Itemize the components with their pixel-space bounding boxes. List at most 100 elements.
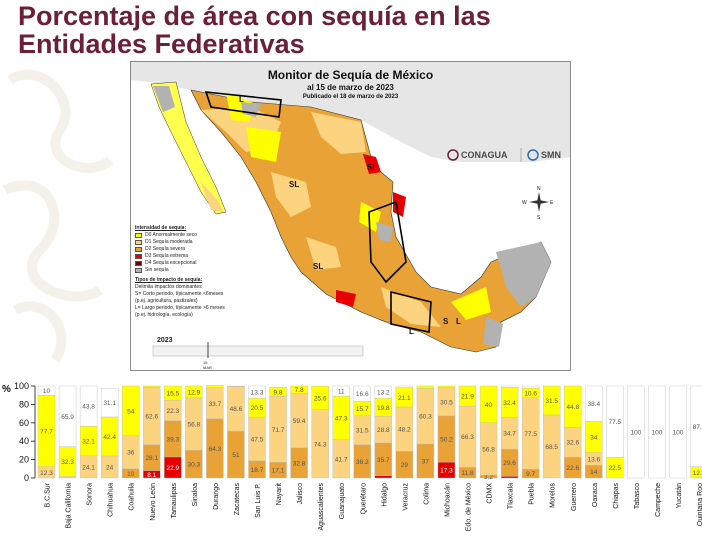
timeline-bar xyxy=(152,345,364,357)
data-label: 87.6 xyxy=(693,424,702,431)
data-label: 13.6 xyxy=(587,456,600,463)
x-tick-label: Oaxaca xyxy=(592,483,599,507)
legend-label: D0 Anormalmente seco xyxy=(145,232,197,238)
bar-segment-none xyxy=(332,385,350,397)
x-tick-label: Morelos xyxy=(550,483,557,508)
bar-segment-none xyxy=(669,385,687,479)
map-subtitle: al 15 de marzo de 2023 xyxy=(307,83,394,92)
bar-segment-none xyxy=(648,385,666,479)
data-label: 18.7 xyxy=(251,467,264,474)
data-label: 47.5 xyxy=(251,436,264,443)
x-tick-label: Puebla xyxy=(529,483,536,505)
legend-item: D1 Sequía moderada xyxy=(135,239,255,246)
data-label: 16.6 xyxy=(356,391,369,398)
bar-segment-d0 xyxy=(269,387,287,397)
data-label: 47.3 xyxy=(335,415,348,422)
x-tick-label: Veracruz xyxy=(402,483,409,511)
data-label: 42.4 xyxy=(103,434,116,441)
data-label: 56.8 xyxy=(482,446,495,453)
legend-swatch xyxy=(135,247,142,252)
data-label: 60.3 xyxy=(419,414,432,421)
legend-item: D0 Anormalmente seco xyxy=(135,232,255,239)
x-tick-label: Nayarit xyxy=(276,483,283,505)
bar-segment-d0 xyxy=(543,385,561,416)
legend-intensity-title: Intensidad de sequía: xyxy=(135,225,187,231)
bar-segment-d0 xyxy=(479,385,498,423)
data-label: 24.1 xyxy=(82,464,95,471)
data-label: 48.6 xyxy=(230,406,243,413)
y-tick-label: 80 xyxy=(19,399,29,409)
region-label: L xyxy=(239,95,244,104)
data-label: 34 xyxy=(590,434,598,441)
x-tick-label: Hidalgo xyxy=(381,483,388,507)
data-label: 100 xyxy=(673,430,684,437)
data-label: 34.7 xyxy=(503,431,516,438)
y-axis-label: % xyxy=(2,384,11,395)
data-label: 29 xyxy=(401,462,409,469)
data-label: 36.2 xyxy=(356,459,369,466)
legend-item: D2 Sequía severa xyxy=(135,246,255,253)
data-label: 9.7 xyxy=(526,471,535,478)
region-label: SL xyxy=(313,262,323,271)
data-label: 32.4 xyxy=(503,400,516,407)
data-label: 77.7 xyxy=(40,428,53,435)
bar-segment-none xyxy=(521,385,540,389)
legend-impact-title: Tipos de impacto de sequía: xyxy=(135,277,203,283)
x-tick-label: Durango xyxy=(213,483,220,510)
x-tick-label: Tlaxcala xyxy=(508,483,515,509)
data-label: 8.1 xyxy=(147,472,156,479)
data-label: 20.5 xyxy=(251,405,264,412)
data-label: 12.4 xyxy=(693,470,702,477)
bar-segment-d0 xyxy=(143,385,161,388)
data-label: 50.2 xyxy=(440,436,453,443)
timeline-date: 15 MAR xyxy=(203,360,212,370)
data-label: 36 xyxy=(127,450,135,457)
data-label: 100 xyxy=(652,430,663,437)
data-label: 10 xyxy=(127,471,135,478)
x-tick-label: B.C.Sur xyxy=(45,482,52,507)
data-label: 31.5 xyxy=(356,428,369,435)
svg-text:W: W xyxy=(522,200,527,206)
data-label: 22.6 xyxy=(566,465,579,472)
y-tick-label: 60 xyxy=(19,418,29,428)
drought-map: L SL SL SL L S L L N S E W Monitor de Se… xyxy=(130,61,571,371)
map-title: Monitor de Sequía de México xyxy=(267,68,434,82)
legend-label: Sin sequía xyxy=(145,267,169,273)
x-tick-label: San Luis P. xyxy=(255,483,262,518)
bar-segment-none xyxy=(395,385,414,388)
x-tick-label: Tamaulipas xyxy=(171,483,178,519)
data-label: 37 xyxy=(422,458,430,465)
smn-logo: SMN xyxy=(541,150,561,160)
legend-impact-item: Delimita impactos dominantes xyxy=(135,284,202,290)
map-legend: Intensidad de sequía: D0 Anormalmente se… xyxy=(135,225,255,319)
region-label: SL xyxy=(367,163,377,172)
x-tick-label: Yucatán xyxy=(676,483,683,508)
x-tick-label: Edo. de México xyxy=(466,483,473,531)
data-label: 10 xyxy=(43,388,51,395)
legend-swatch xyxy=(135,268,142,273)
data-label: 43.8 xyxy=(82,404,95,411)
data-label: 32.8 xyxy=(293,460,306,467)
region-label: L xyxy=(396,205,401,214)
x-tick-label: Querétaro xyxy=(360,483,367,515)
legend-impact-item: (p.ej. hidrología, ecología) xyxy=(135,312,193,318)
x-tick-label: Michoacán xyxy=(444,483,451,517)
legend-item: D3 Sequía extrema xyxy=(135,253,255,260)
data-label: 71.7 xyxy=(272,427,285,434)
drought-bar-chart: % 0 20 40 60 80 100 12.3 77.7 10 B.C.Sur 32.3 65.9 Ba… xyxy=(2,381,702,531)
data-label: 38.4 xyxy=(587,401,600,408)
bar-segment-none xyxy=(37,385,56,396)
data-label: 100 xyxy=(630,430,641,437)
bar-segment-d0 xyxy=(185,385,203,399)
data-label: 7.8 xyxy=(295,387,304,394)
x-tick-label: Colima xyxy=(423,483,430,505)
svg-text:S: S xyxy=(537,215,541,221)
data-label: 30.5 xyxy=(440,399,453,406)
data-label: 11 xyxy=(338,389,345,396)
x-tick-label: Tabasco xyxy=(634,483,641,509)
x-tick-label: Chiapas xyxy=(613,483,620,509)
data-label: 48.2 xyxy=(398,427,411,434)
region-label: L xyxy=(409,327,414,336)
bar-segment-d0 xyxy=(458,385,477,407)
x-tick-label: Sonora xyxy=(87,483,94,506)
